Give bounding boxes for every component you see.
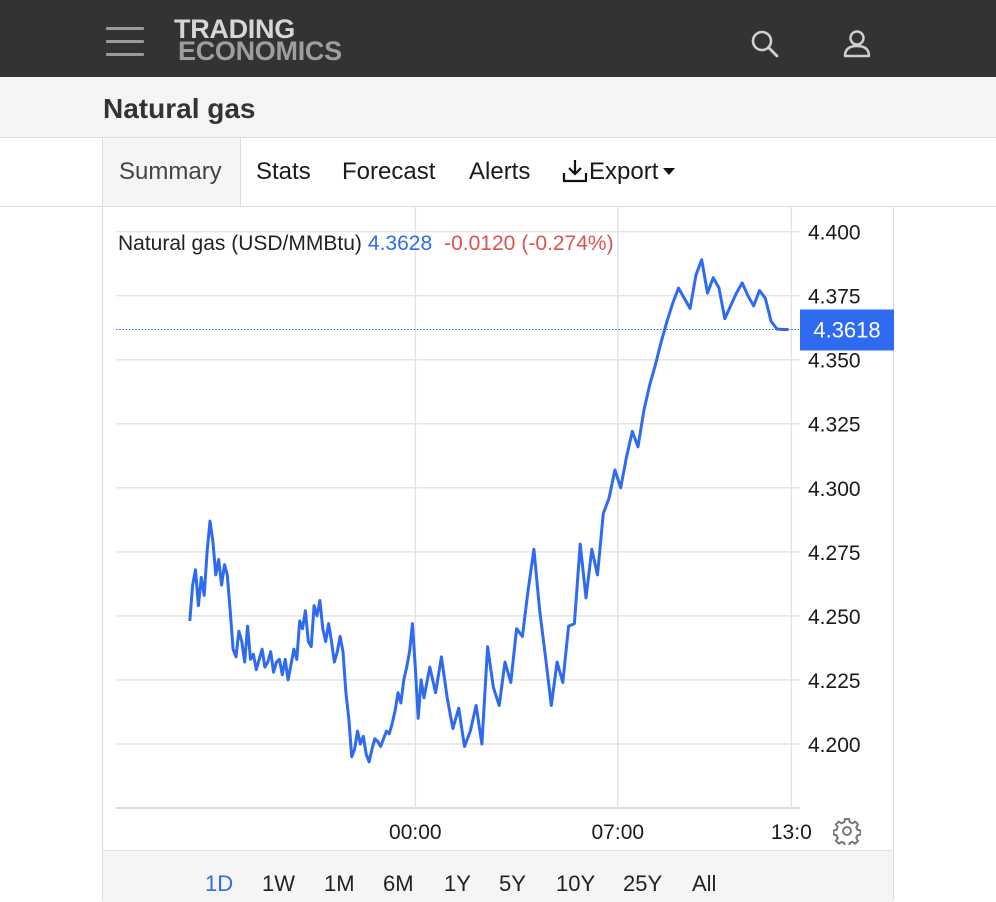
last-price-badge bbox=[800, 309, 894, 351]
tab-summary[interactable]: Summary bbox=[102, 138, 241, 206]
y-tick-label: 4.400 bbox=[808, 222, 861, 245]
logo-line-1: TRADING bbox=[174, 14, 295, 44]
y-tick-label: 4.275 bbox=[808, 542, 861, 565]
x-axis: 00:00 07:00 13:0 bbox=[389, 821, 812, 844]
legend-change: -0.0120 bbox=[444, 232, 516, 255]
y-tick-label: 4.250 bbox=[808, 606, 861, 629]
tab-bar: Summary Stats Forecast Alerts Export bbox=[0, 138, 996, 207]
range-1m[interactable]: 1M bbox=[324, 871, 355, 896]
tab-alerts[interactable]: Alerts bbox=[469, 158, 531, 185]
gear-icon[interactable] bbox=[832, 817, 862, 848]
chevron-down-icon bbox=[663, 167, 676, 175]
download-icon bbox=[562, 159, 588, 182]
tab-stats[interactable]: Stats bbox=[256, 158, 311, 185]
range-1d[interactable]: 1D bbox=[205, 871, 234, 896]
range-10y[interactable]: 10Y bbox=[556, 871, 596, 896]
chart-grid bbox=[116, 206, 800, 809]
title-bar: Natural gas bbox=[0, 77, 996, 138]
range-1y[interactable]: 1Y bbox=[444, 871, 471, 896]
tab-forecast[interactable]: Forecast bbox=[342, 158, 436, 185]
y-axis: 4.400 4.375 4.350 4.325 4.300 4.275 4.250 4.225… bbox=[808, 222, 861, 757]
x-tick-label: 13:0 bbox=[771, 821, 812, 844]
legend-series-name: Natural gas (USD/MMBtu) bbox=[118, 232, 362, 255]
range-5y[interactable]: 5Y bbox=[499, 871, 526, 896]
legend-price: 4.3628 bbox=[367, 232, 433, 255]
range-6m[interactable]: 6M bbox=[383, 871, 414, 896]
trading-economics-logo[interactable]: TRADING ECONOMICS bbox=[174, 14, 342, 67]
range-selector: 1D 1W 1M 6M 1Y 5Y 10Y 25Y All bbox=[103, 850, 893, 902]
y-tick-label: 4.300 bbox=[808, 478, 861, 501]
y-tick-label: 4.200 bbox=[808, 734, 861, 757]
top-navigation-bar: TRADING ECONOMICS bbox=[0, 0, 996, 77]
chart-panel bbox=[102, 206, 894, 901]
series-line-natural-gas bbox=[188, 258, 789, 764]
chart-legend: Natural gas (USD/MMBtu) 4.3628 -0.0120 (-0.… bbox=[118, 232, 614, 256]
user-icon[interactable] bbox=[841, 28, 873, 60]
page-title: Natural gas bbox=[103, 93, 256, 124]
tab-export[interactable]: Export bbox=[561, 138, 676, 206]
y-tick-label: 4.325 bbox=[808, 414, 861, 437]
legend-change-pct: (-0.274%) bbox=[521, 232, 614, 255]
logo-line-2: ECONOMICS bbox=[178, 36, 342, 67]
last-price-badge-label: 4.3618 bbox=[813, 317, 880, 342]
y-tick-label: 4.225 bbox=[808, 670, 861, 693]
x-tick-label: 07:00 bbox=[592, 821, 645, 844]
search-icon[interactable] bbox=[749, 28, 781, 60]
y-tick-label: 4.375 bbox=[808, 286, 861, 309]
x-tick-label: 00:00 bbox=[389, 821, 442, 844]
range-all[interactable]: All bbox=[692, 871, 717, 896]
range-25y[interactable]: 25Y bbox=[623, 871, 663, 896]
y-tick-label: 4.350 bbox=[808, 350, 861, 373]
tab-export-label: Export bbox=[589, 158, 659, 185]
range-1w[interactable]: 1W bbox=[262, 871, 295, 896]
hamburger-menu-icon[interactable] bbox=[106, 27, 144, 57]
